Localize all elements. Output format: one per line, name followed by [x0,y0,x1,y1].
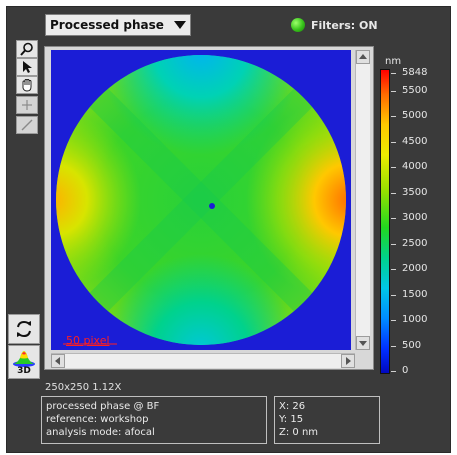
color-scale-tick [391,346,396,347]
refresh-icon [17,320,31,338]
color-scale-label: 3000 [402,212,428,223]
color-scale-label: 2500 [402,238,428,249]
vertical-scrollbar[interactable] [355,50,370,350]
color-scale-label: 2000 [402,263,428,274]
cursor-y: Y: 15 [279,414,304,425]
color-scale-label: 3500 [402,187,428,198]
chevron-down-icon[interactable] [170,15,190,35]
color-scale-tick [391,193,396,194]
3d-view-icon [13,350,35,367]
info-line-source: processed phase @ BF [46,401,160,412]
color-scale-tick [391,218,396,219]
color-scale-tick [391,91,396,92]
phase-map-image[interactable]: 50 pixel [51,50,351,350]
center-marker [209,203,215,209]
color-scale-label: 0 [402,365,409,376]
color-scale-tick [391,269,396,270]
horizontal-scrollbar[interactable] [51,353,355,368]
refresh-button[interactable] [8,314,40,344]
analysis-info-box: processed phase @ BF reference: workshop… [41,396,267,444]
color-scale-label: 500 [402,340,422,351]
color-scale-tick [391,320,396,321]
arrow-down-icon [359,341,367,346]
image-viewport[interactable]: 50 pixel [44,46,374,370]
image-dimensions: 250x250 1.12X [45,382,122,393]
color-scale-label: 1500 [402,289,428,300]
color-scale-unit: nm [385,56,402,67]
filters-label: Filters: ON [311,18,378,32]
scalebar-label: 50 pixel [66,334,110,347]
color-scale-label: 5500 [402,85,428,96]
filters-status-icon [291,18,305,32]
color-scale-tick [391,73,396,74]
scroll-right-button[interactable] [341,354,355,368]
cursor-z: Z: 0 nm [279,427,319,438]
arrow-left-icon [55,357,60,365]
view-mode-select[interactable]: Processed phase [45,14,191,36]
color-scale-label: 5000 [402,110,428,121]
arrow-up-icon [359,54,367,59]
3d-view-button[interactable]: 3D [8,345,40,379]
color-scale-tick [391,116,396,117]
crosshair-tool-button[interactable] [16,96,38,114]
color-scale-tick [391,244,396,245]
scroll-down-button[interactable] [356,336,370,350]
hand-pan-icon [22,79,32,92]
color-scale-bar [380,69,390,374]
color-scale-label: 5848 [402,67,428,78]
zoom-tool-button[interactable] [16,40,38,58]
scroll-up-button[interactable] [356,50,370,64]
arrow-right-icon [346,357,351,365]
filters-indicator: Filters: ON [291,14,378,36]
color-scale-tick [391,371,396,372]
color-scale-label: 4500 [402,136,428,147]
color-scale-label: 1000 [402,314,428,325]
crosshair-icon [22,100,32,110]
line-icon [21,119,33,131]
info-line-reference: reference: workshop [46,414,149,425]
color-scale-label: 4000 [402,161,428,172]
cursor-x: X: 26 [279,401,306,412]
pan-tool-button[interactable] [16,76,38,94]
scroll-left-button[interactable] [51,354,65,368]
pointer-tool-button[interactable] [16,58,38,76]
line-tool-button[interactable] [16,116,38,134]
cursor-readout-box: X: 26 Y: 15 Z: 0 nm [274,396,380,444]
color-scale-tick [391,167,396,168]
color-scale-tick [391,142,396,143]
view-mode-value: Processed phase [50,18,164,32]
info-line-mode: analysis mode: afocal [46,427,155,438]
zoom-icon [20,42,33,56]
pointer-icon [23,61,32,73]
color-scale-tick [391,295,396,296]
3d-view-label: 3D [17,365,31,376]
